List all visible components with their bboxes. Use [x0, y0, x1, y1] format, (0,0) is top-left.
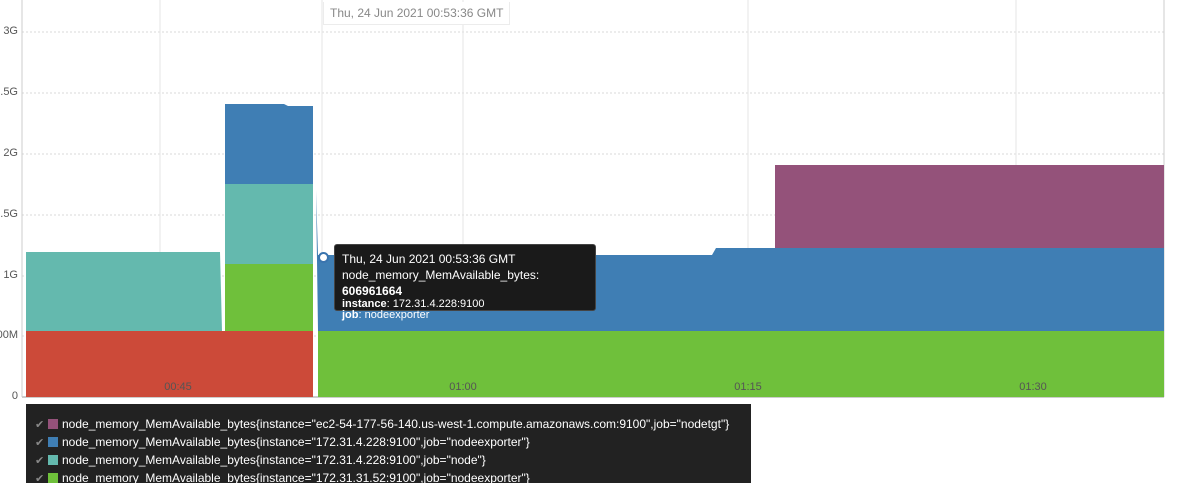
chart-legend: ✔ node_memory_MemAvailable_bytes{instanc…: [26, 404, 751, 483]
y-tick-label: 2.5G: [0, 86, 18, 98]
check-icon: ✔: [35, 418, 48, 431]
legend-label: node_memory_MemAvailable_bytes{instance=…: [62, 435, 530, 449]
legend-label: node_memory_MemAvailable_bytes{instance=…: [62, 417, 729, 431]
tooltip-metric-value: 606961664: [342, 284, 402, 298]
tooltip-metric: node_memory_MemAvailable_bytes: 60696166…: [342, 267, 595, 299]
y-tick-label: 2G: [0, 147, 18, 159]
series-purple-area: [775, 165, 1164, 248]
series-green-area: [225, 264, 313, 331]
legend-swatch: [48, 437, 58, 447]
series-blue-area-spike: [225, 104, 313, 184]
memory-area-chart[interactable]: [0, 0, 1198, 400]
y-tick-label: 3G: [0, 25, 18, 37]
hover-point-marker: [318, 252, 329, 263]
data-tooltip: Thu, 24 Jun 2021 00:53:36 GMT node_memor…: [334, 244, 596, 311]
legend-swatch: [48, 473, 58, 483]
check-icon: ✔: [35, 454, 48, 467]
tooltip-metric-name: node_memory_MemAvailable_bytes: [342, 268, 536, 282]
tooltip-label-job: job: nodeexporter: [342, 310, 595, 321]
legend-item[interactable]: ✔ node_memory_MemAvailable_bytes{instanc…: [26, 415, 751, 433]
y-tick-label: 500M: [0, 329, 18, 341]
legend-item[interactable]: ✔ node_memory_MemAvailable_bytes{instanc…: [26, 433, 751, 451]
y-tick-label: 1G: [0, 269, 18, 281]
check-icon: ✔: [35, 436, 48, 449]
legend-item[interactable]: ✔ node_memory_MemAvailable_bytes{instanc…: [26, 451, 751, 469]
legend-item[interactable]: ✔ node_memory_MemAvailable_bytes{instanc…: [26, 469, 751, 483]
legend-swatch: [48, 455, 58, 465]
series-teal-area-spike: [225, 184, 313, 264]
tooltip-time: Thu, 24 Jun 2021 00:53:36 GMT: [342, 252, 595, 267]
x-tick-label: 01:00: [449, 381, 477, 393]
y-tick-label: 1.5G: [0, 208, 18, 220]
x-tick-label: 01:15: [734, 381, 762, 393]
hover-time-label: Thu, 24 Jun 2021 00:53:36 GMT: [323, 2, 510, 25]
legend-label: node_memory_MemAvailable_bytes{instance=…: [62, 453, 486, 467]
legend-swatch: [48, 419, 58, 429]
x-tick-label: 01:30: [1019, 381, 1047, 393]
series-teal-area: [26, 252, 222, 331]
y-tick-label: 0: [0, 390, 18, 402]
legend-label: node_memory_MemAvailable_bytes{instance=…: [62, 471, 530, 483]
check-icon: ✔: [35, 472, 48, 483]
x-tick-label: 00:45: [164, 381, 192, 393]
